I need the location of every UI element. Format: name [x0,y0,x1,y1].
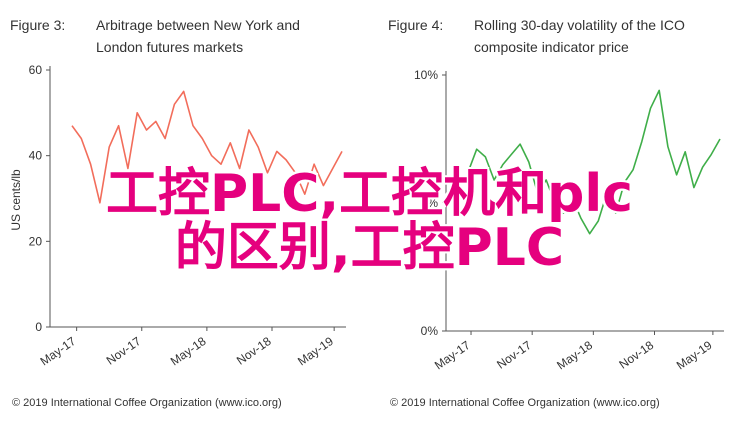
figure-3-x-tick-label: May-17 [38,334,79,369]
figure-3-x-tick-label: May-19 [295,334,336,369]
figure-3-x-tick-label: May-18 [168,334,209,369]
figure-4-y-tick-label: 0% [421,324,439,338]
figure-3-y-tick-label: 20 [29,234,43,248]
figure-4-x-tick-label: May-17 [432,338,473,373]
overlay-headline-line1: 工控PLC,工控机和plc [105,164,634,224]
figure-4-series-line [467,89,721,235]
figure-4-x-tick-label: May-18 [554,338,595,373]
figure-4-title-line1: Rolling 30-day volatility of the ICO [474,17,685,33]
figure-3-title-line1: Arbitrage between New York and [96,17,300,33]
figure-3-y-tick-label: 60 [29,63,43,77]
figure-4-y-tick-label: 10% [414,68,438,82]
figure-4-x-tick-label: May-19 [674,338,715,373]
figure-4-title-line2: composite indicator price [474,39,629,55]
overlay-headline-line2: 的区别,工控PLC [174,218,565,278]
figure-3-x-tick-label: Nov-17 [104,334,144,368]
figure-3-copyright: © 2019 International Coffee Organization… [12,397,282,409]
figure-3-y-axis-label: US cents/lb [9,169,23,231]
figure-3-label: Figure 3: [10,17,65,33]
figure-3-y-tick-label: 40 [29,149,43,163]
figure-4-copyright: © 2019 International Coffee Organization… [390,397,660,409]
figure-4-x-tick-label: Nov-18 [616,338,656,372]
figure-3-title-line2: London futures markets [96,39,243,55]
figure-3-y-tick-label: 0 [35,320,42,334]
figure-3-series-line [71,90,343,204]
figure-3-x-tick-label: Nov-18 [234,334,274,368]
figure-4-label: Figure 4: [388,17,443,33]
figure-4-x-tick-label: Nov-17 [494,338,534,372]
figure-4-y-tick-label: 5% [421,196,439,210]
